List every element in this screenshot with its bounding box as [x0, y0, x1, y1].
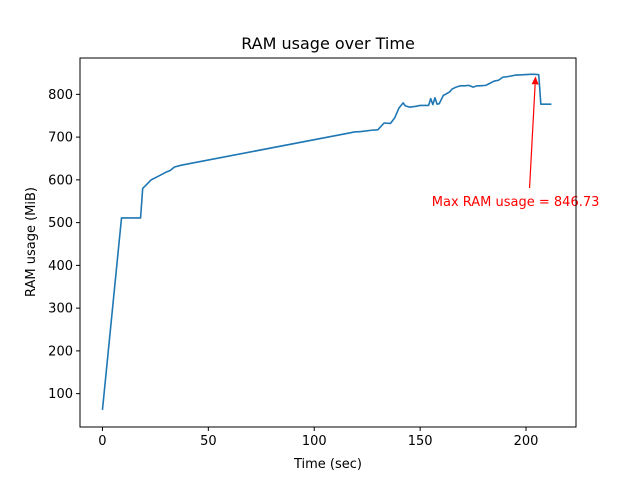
annotation-arrow-line: [528, 84, 536, 189]
max-ram-annotation: Max RAM usage = 846.73: [432, 76, 600, 210]
x-tick-label: 0: [98, 434, 106, 449]
y-tick-label: 600: [48, 173, 73, 188]
x-tick-label: 100: [302, 434, 327, 449]
y-tick-label: 400: [48, 259, 73, 274]
annotation-label: Max RAM usage = 846.73: [432, 195, 600, 210]
series-group: [101, 73, 552, 410]
y-tick-label: 700: [48, 131, 73, 146]
x-axis-label: Time (sec): [293, 457, 362, 472]
y-tick-label: 100: [48, 387, 73, 402]
y-tick-label: 500: [48, 216, 73, 231]
x-tick-label: 200: [514, 434, 539, 449]
annotation-arrow-head: [531, 76, 539, 85]
x-tick-label: 150: [408, 434, 433, 449]
x-tick-label: 50: [200, 434, 217, 449]
y-axis-ticks: 100 200 300 400 500 600 700 800: [48, 88, 80, 402]
plot-area: [80, 58, 576, 427]
chart-title: RAM usage over Time: [241, 34, 415, 53]
plot-frame: [79, 57, 577, 428]
y-axis-label: RAM usage (MiB): [24, 187, 39, 297]
x-axis-ticks: 0 50 100 150 200: [98, 427, 538, 449]
y-tick-label: 800: [48, 88, 73, 103]
y-tick-label: 200: [48, 344, 73, 359]
y-tick-label: 300: [48, 302, 73, 317]
ram-usage-line: [101, 73, 552, 410]
